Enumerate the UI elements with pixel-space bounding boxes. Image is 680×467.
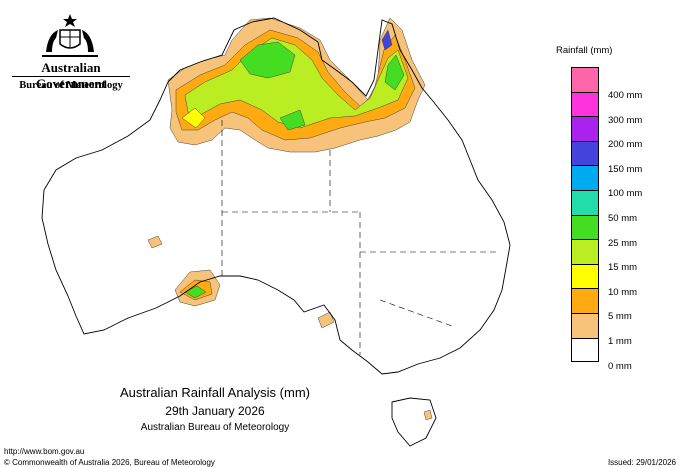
rainfall-area-north-max: [381, 29, 393, 51]
legend-label: 15 mm: [608, 262, 638, 274]
legend-label: 5 mm: [608, 311, 632, 323]
legend-swatch: [571, 165, 599, 190]
legend-swatch: [571, 214, 599, 240]
government-name: Australian Government: [35, 60, 107, 91]
header-divider: [12, 76, 130, 77]
map-title: Australian Rainfall Analysis (mm): [119, 385, 310, 400]
legend-label: 200 mm: [608, 139, 643, 151]
legend-swatch: [571, 312, 599, 338]
legend-title: Rainfall (mm): [556, 45, 613, 56]
legend-label: 400 mm: [608, 90, 643, 101]
tasmania-coastline: [391, 397, 437, 447]
copyright-text: © Commonwealth of Australia 2026, Bureau…: [4, 458, 215, 467]
legend-label: 50 mm: [608, 213, 638, 224]
legend-label: 150 mm: [608, 163, 643, 175]
legend-label: 25 mm: [608, 237, 638, 249]
issued-date: Issued: 29/01/2026: [607, 458, 676, 467]
legend-label: 10 mm: [608, 286, 638, 298]
bom-url-link[interactable]: http://www.bom.gov.au: [4, 447, 85, 456]
legend-swatch: [571, 263, 599, 289]
rainfall-area-north-peak: [239, 41, 405, 131]
legend-swatches: [571, 67, 599, 363]
legend-swatch: [571, 288, 599, 313]
map-source: Australian Bureau of Meteorology: [140, 422, 290, 433]
australia-coastline: [41, 17, 511, 375]
state-borders: [221, 120, 500, 355]
legend-label: 1 mm: [608, 336, 632, 347]
legend-swatch: [571, 140, 599, 166]
agency-name: Bureau of Meteorology: [19, 80, 123, 91]
legend-swatch: [571, 91, 599, 117]
legend-swatch: [571, 337, 599, 363]
map-date: 29th January 2026: [165, 404, 265, 418]
legend-swatch: [571, 239, 599, 264]
rainfall-area-north-high: [184, 37, 409, 129]
legend-label: 300 mm: [608, 114, 643, 126]
legend-swatch: [571, 116, 599, 141]
legend-swatch: [571, 67, 599, 92]
legend-swatch: [571, 189, 599, 215]
coat-of-arms-icon: [42, 14, 98, 57]
legend-label: 0 mm: [608, 360, 632, 372]
legend-label: 100 mm: [608, 188, 643, 200]
rainfall-area-northwest-peak: [181, 107, 206, 129]
